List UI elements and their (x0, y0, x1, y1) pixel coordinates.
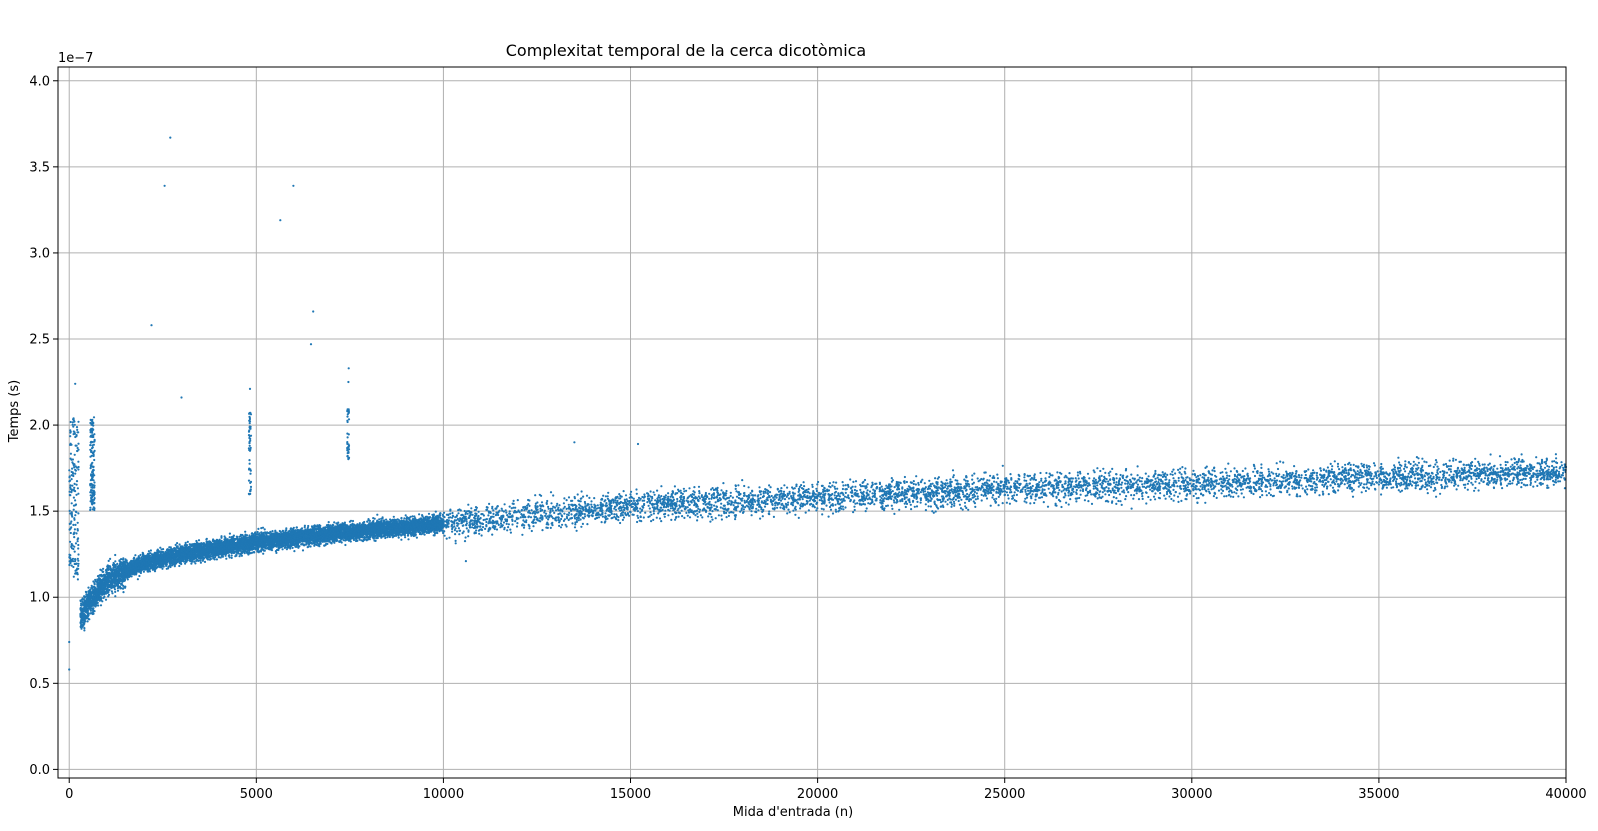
data-point (82, 625, 84, 627)
data-point (350, 520, 352, 522)
data-point (333, 521, 335, 523)
data-point (418, 513, 420, 515)
data-point (282, 548, 284, 550)
data-point (87, 620, 89, 622)
data-point (117, 590, 119, 592)
data-point (369, 538, 371, 540)
data-point (405, 514, 407, 516)
data-point (225, 558, 227, 560)
data-point (307, 546, 309, 548)
data-point (401, 534, 403, 536)
data-point (240, 550, 242, 552)
data-point (108, 560, 110, 562)
data-point (231, 554, 233, 556)
data-point (316, 524, 318, 526)
data-point (363, 539, 365, 541)
data-point (165, 565, 167, 567)
data-point (138, 575, 140, 577)
data-point (428, 513, 430, 515)
data-point (307, 525, 309, 527)
data-point (143, 571, 145, 573)
data-point (114, 554, 116, 556)
data-point (260, 550, 262, 552)
data-point (109, 558, 111, 560)
data-point (150, 549, 152, 551)
data-point (229, 533, 231, 535)
data-point (111, 592, 113, 594)
data-point (236, 551, 238, 553)
data-point (174, 565, 176, 567)
data-point (204, 561, 206, 563)
data-point (176, 561, 178, 563)
data-point (107, 595, 109, 597)
data-point (102, 568, 104, 570)
data-point (187, 541, 189, 543)
data-point (87, 587, 89, 589)
data-point (411, 515, 413, 517)
data-point (117, 587, 119, 589)
data-point (376, 514, 378, 516)
data-point (194, 562, 196, 564)
data-point (339, 540, 341, 542)
data-point (244, 531, 246, 533)
data-point (159, 551, 161, 553)
data-point (198, 539, 200, 541)
data-point (159, 547, 161, 549)
data-point (257, 531, 259, 533)
data-point (290, 528, 292, 530)
data-point (92, 613, 94, 615)
data-point (114, 591, 116, 593)
data-point (408, 517, 410, 519)
data-point (176, 542, 178, 544)
data-point (238, 536, 240, 538)
data-point (122, 591, 124, 593)
data-point (137, 578, 139, 580)
data-point (264, 528, 266, 530)
data-point (105, 599, 107, 601)
data-point (190, 563, 192, 565)
data-point (120, 558, 122, 560)
data-point (241, 555, 243, 557)
data-point (302, 549, 304, 551)
data-point (398, 537, 400, 539)
data-point (296, 526, 298, 528)
data-point (216, 558, 218, 560)
data-point (83, 627, 85, 629)
data-point (304, 526, 306, 528)
data-point (161, 548, 163, 550)
data-point (344, 544, 346, 546)
data-point (83, 629, 85, 631)
data-point (424, 534, 426, 536)
data-point (400, 539, 402, 541)
data-point (386, 536, 388, 538)
